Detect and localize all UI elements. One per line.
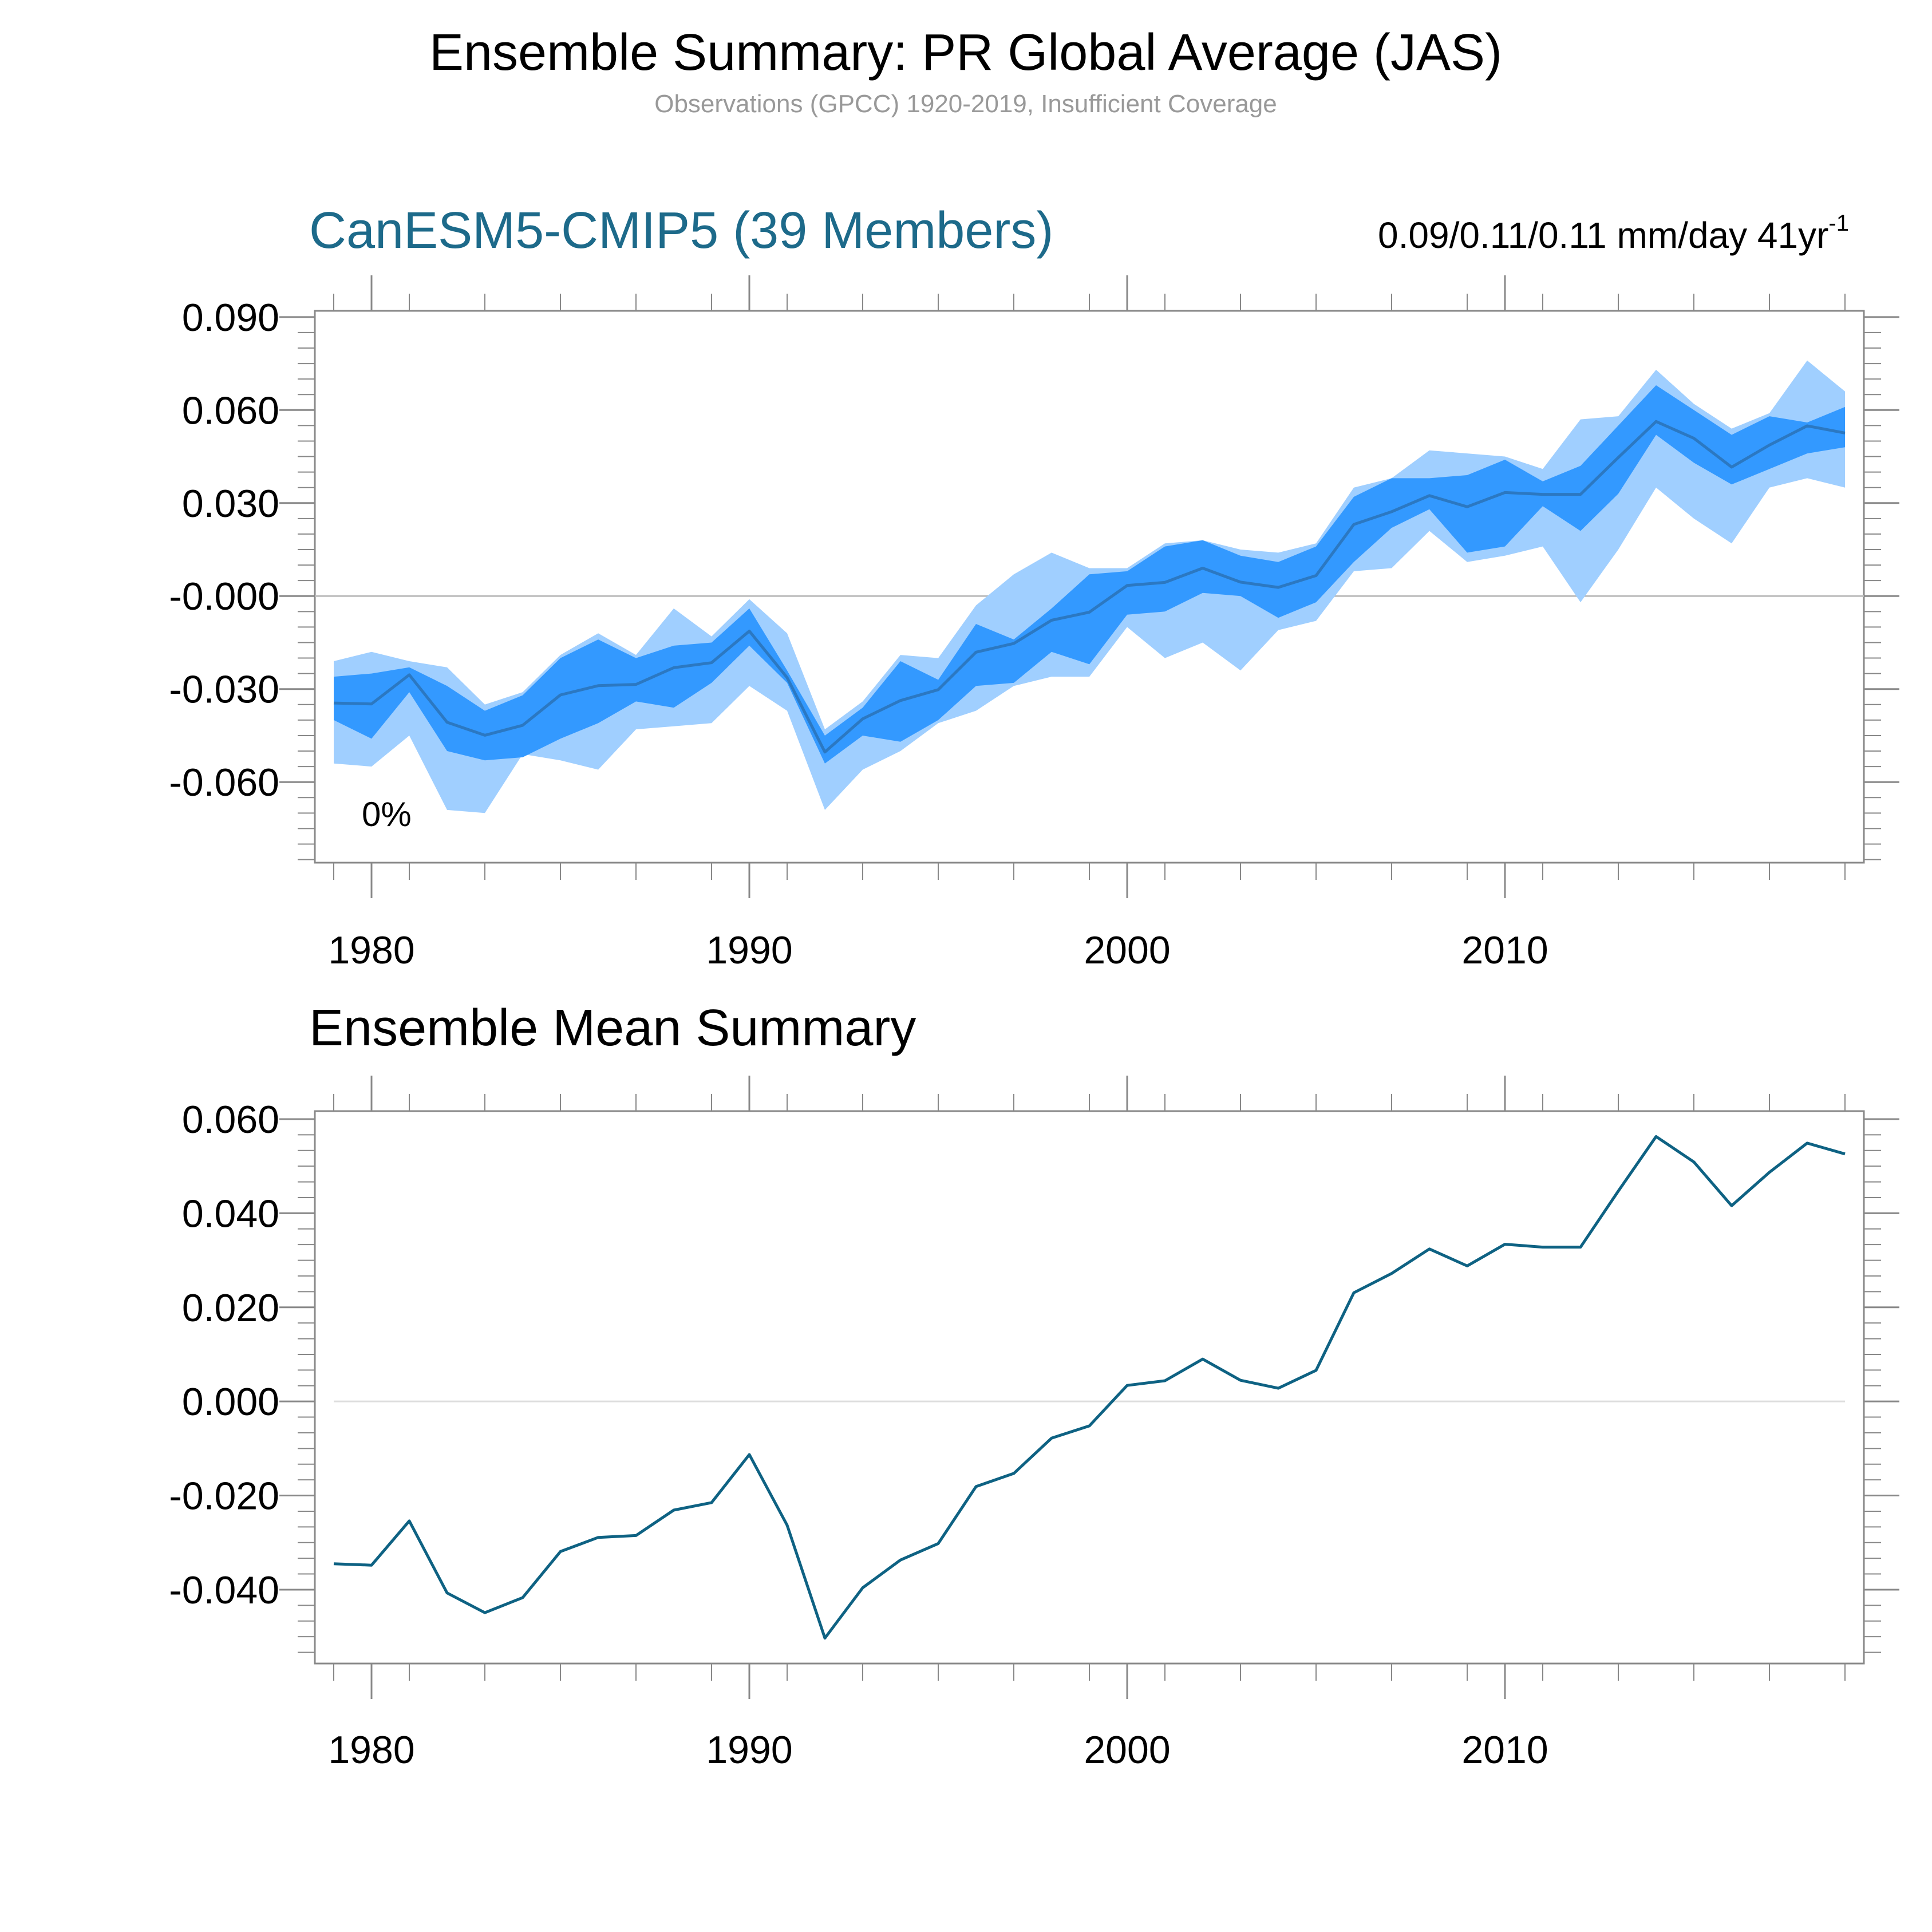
trend-value: 0.09/0.11/0.11 mm/day 41yr [1378,215,1828,256]
y-tick-label: 0.020 [182,1286,279,1330]
panel-title: Ensemble Mean Summary [309,999,916,1057]
trend-label: 0.09/0.11/0.11 mm/day 41yr-1 [1378,211,1849,256]
y-tick-label: -0.000 [169,575,279,618]
y-tick-label: 0.060 [182,389,279,432]
y-tick-label: 0.030 [182,482,279,526]
trend-superscript: -1 [1828,211,1849,236]
y-tick-label: 0.040 [182,1192,279,1235]
figure-subtitle: Observations (GPCC) 1920-2019, Insuffici… [654,90,1277,118]
x-tick-label: 2010 [1461,1728,1548,1772]
x-tick-label: 2000 [1084,1728,1170,1772]
x-tick-label: 2010 [1461,929,1548,972]
interquartile-band [334,385,1845,764]
y-tick-label: 0.000 [182,1380,279,1424]
ensemble-spread-panel: CanESM5-CMIP5 (39 Members) 0.09/0.11/0.1… [169,202,1899,972]
ensemble-mean-panel: Ensemble Mean Summary 0.060 0.040 0.020 0.0… [169,999,1899,1772]
x-tick-label: 1990 [706,1728,792,1772]
ensemble-mean-line [333,420,1846,754]
y-tick-label: -0.060 [169,761,279,804]
y-tick-label: 0.060 [182,1098,279,1141]
x-tick-label: 2000 [1084,929,1170,972]
figure-title: Ensemble Summary: PR Global Average (JAS… [429,24,1502,81]
y-tick-label: -0.020 [169,1475,279,1518]
percentage-annotation: 0% [362,795,412,833]
ensemble-mean-line [333,1135,1846,1640]
x-tick-label: 1980 [328,929,414,972]
y-tick-label: 0.090 [182,296,279,339]
panel-title: CanESM5-CMIP5 (39 Members) [309,202,1053,259]
y-tick-label: -0.030 [169,668,279,712]
x-tick-label: 1980 [328,1728,414,1772]
x-tick-label: 1990 [706,929,792,972]
y-tick-label: -0.040 [169,1568,279,1612]
